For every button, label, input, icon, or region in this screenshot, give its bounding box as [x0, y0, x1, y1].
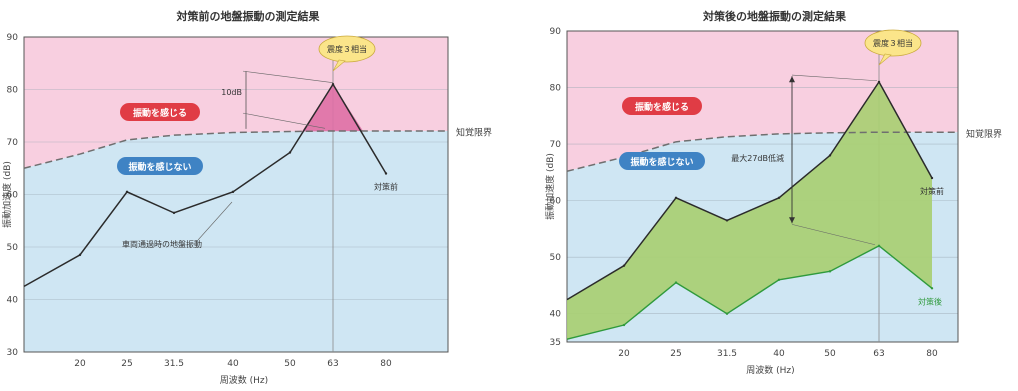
feel-zone [24, 37, 448, 169]
gap-leader-top [242, 70, 334, 83]
reduction-leader-top [791, 74, 878, 82]
before-point [384, 172, 388, 175]
callout-bubble [318, 35, 376, 63]
y-tick-label: 90 [550, 27, 562, 37]
badge-feel [120, 103, 200, 121]
after-point [622, 323, 626, 327]
before-point [777, 196, 781, 200]
x-tick-label: 40 [227, 359, 239, 369]
series-after-line [566, 245, 933, 340]
badge-feel-label: 振動を感じる [635, 101, 689, 113]
callout-tail [332, 59, 346, 72]
before-point [930, 176, 934, 180]
after-point [877, 244, 881, 248]
before-point [828, 154, 832, 157]
x-axis-label: 周波数 (Hz) [220, 374, 268, 386]
x-tick-label: 63 [873, 349, 884, 359]
series-before-line [23, 82, 387, 288]
before-point [231, 190, 235, 194]
badge-feel-label: 振動を感じる [133, 107, 187, 119]
callout-label: 震度３相当 [873, 38, 913, 48]
chart-title: 対策後の地盤振動の測定結果 [702, 9, 846, 23]
plot-frame [23, 36, 449, 353]
y-tick-label: 40 [7, 296, 19, 306]
badge-no-feel [619, 152, 705, 170]
callout-label: 震度３相当 [327, 44, 367, 54]
y-axis-label: 振動加速度 (dB) [1, 161, 13, 228]
before-point [674, 196, 678, 200]
x-tick-label: 20 [618, 349, 630, 359]
x-tick-label: 50 [824, 349, 836, 359]
note-leader [197, 201, 233, 241]
x-tick-label: 40 [773, 349, 785, 359]
after-point [777, 278, 781, 281]
y-tick-label: 90 [7, 33, 19, 43]
reduction-arrow-bottom [789, 217, 795, 224]
before-point [125, 190, 129, 194]
before-point [288, 151, 292, 154]
badge-no-feel [117, 157, 203, 175]
callout-bubble [864, 29, 922, 57]
y-axis-label: 振動加速度 (dB) [544, 153, 556, 220]
gap-label: 10dB [221, 88, 242, 97]
y-tick-label: 35 [550, 338, 561, 348]
x-tick-label: 31.5 [164, 359, 184, 369]
badge-feel [622, 97, 702, 115]
y-tick-label: 30 [7, 348, 19, 358]
x-tick-label: 63 [327, 359, 338, 369]
y-tick-label: 60 [550, 197, 562, 207]
chart-title: 対策前の地盤振動の測定結果 [176, 9, 320, 23]
after-point [828, 270, 832, 273]
y-tick-label: 50 [7, 243, 19, 253]
threshold-label: 知覚限界 [966, 128, 1002, 140]
x-axis-label: 周波数 (Hz) [746, 364, 794, 376]
y-tick-label: 40 [550, 310, 562, 320]
x-tick-label: 50 [284, 359, 296, 369]
y-tick-label: 60 [7, 191, 19, 201]
series-before-label: 対策前 [920, 186, 944, 196]
before-point [725, 219, 729, 222]
x-tick-label: 20 [74, 359, 86, 369]
threshold-label: 知覚限界 [456, 127, 492, 139]
y-tick-label: 80 [7, 86, 19, 96]
gap-label: 最大27dB低減 [731, 153, 784, 163]
x-tick-label: 80 [380, 359, 392, 369]
chart-1: 30 40 50 60 70 80 90 20 25 31.5 40 50 63 80 周波数 (Hz) 振動… [1, 9, 492, 386]
gap-leader-bottom [242, 112, 326, 129]
after-point [725, 312, 729, 315]
before-point [622, 264, 626, 267]
y-tick-label: 50 [550, 253, 562, 263]
feel-zone [567, 31, 958, 172]
chart-2: 35 40 50 60 70 80 90 20 25 31.5 40 50 63 80 周波数 (Hz) 振動… [544, 9, 1002, 376]
threshold-line [23, 130, 448, 169]
x-tick-label: 25 [121, 359, 132, 369]
no-feel-zone [24, 130, 448, 352]
note-label: 車両通過時の地盤振動 [122, 239, 202, 249]
after-point [674, 281, 678, 284]
plot-frame [566, 30, 959, 343]
callout-tail [878, 53, 892, 66]
reduction-leader-bottom [791, 224, 876, 246]
reduction-arrow-top [789, 76, 795, 83]
before-point [172, 211, 176, 215]
badge-no-feel-label: 振動を感じない [128, 161, 191, 173]
series-after-label: 対策後 [918, 296, 942, 306]
series-before-line [566, 80, 933, 301]
series-before-label: 対策前 [374, 182, 398, 192]
x-tick-label: 80 [926, 349, 938, 359]
y-tick-label: 80 [550, 84, 562, 94]
after-point [930, 287, 934, 290]
y-tick-label: 70 [7, 138, 19, 148]
before-point [877, 80, 881, 84]
before-point [78, 253, 82, 257]
x-tick-label: 25 [670, 349, 681, 359]
exceed-area [302, 84, 363, 132]
reduction-area [567, 81, 932, 340]
x-tick-label: 31.5 [717, 349, 737, 359]
before-point [331, 83, 335, 86]
y-tick-label: 70 [550, 140, 562, 150]
badge-no-feel-label: 振動を感じない [630, 156, 693, 168]
